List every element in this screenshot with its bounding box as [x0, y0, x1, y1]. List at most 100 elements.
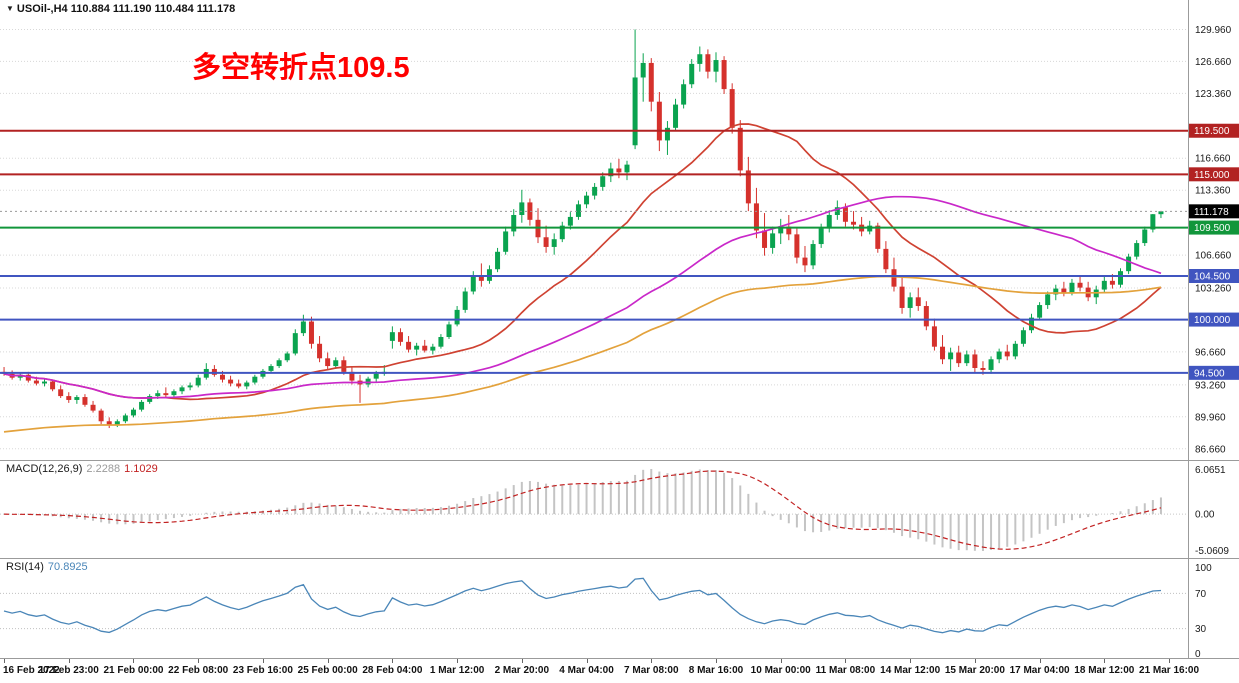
- current-price-badge: [1189, 204, 1239, 219]
- svg-text:123.360: 123.360: [1195, 89, 1232, 100]
- time-label: 10 Mar 00:00: [750, 665, 811, 676]
- candle: [1012, 343, 1018, 357]
- time-label: 23 Feb 16:00: [232, 665, 293, 676]
- macd-chart[interactable]: 6.0651 0.00 -5.0609: [0, 461, 1239, 558]
- candle: [139, 401, 145, 410]
- svg-text:111.178: 111.178: [1194, 207, 1229, 218]
- candle: [802, 257, 808, 266]
- time-tick: [327, 659, 329, 663]
- candle: [915, 297, 921, 307]
- candle: [980, 368, 986, 370]
- time-label: 17 Feb 23:00: [38, 665, 99, 676]
- svg-text:6.0651: 6.0651: [1195, 465, 1226, 476]
- annotation-text: 多空转折点109.5: [192, 52, 410, 84]
- candle: [171, 391, 177, 396]
- candle: [737, 127, 743, 171]
- candle: [794, 234, 800, 258]
- candle: [317, 343, 323, 359]
- candle: [1020, 330, 1026, 344]
- svg-text:103.260: 103.260: [1195, 284, 1232, 295]
- candle: [600, 176, 606, 187]
- svg-text:86.660: 86.660: [1195, 444, 1226, 455]
- candles: [1, 29, 1164, 429]
- time-tick: [521, 659, 523, 663]
- candle: [389, 332, 395, 341]
- candle: [430, 346, 436, 351]
- time-tick: [715, 659, 717, 663]
- candle: [527, 202, 533, 220]
- candle: [1158, 211, 1164, 215]
- svg-text:89.960: 89.960: [1195, 412, 1226, 423]
- candle: [25, 374, 31, 381]
- time-tick: [845, 659, 847, 663]
- svg-text:100: 100: [1195, 563, 1212, 574]
- candle: [996, 351, 1002, 360]
- candle: [1045, 294, 1051, 306]
- svg-text:-5.0609: -5.0609: [1195, 546, 1229, 557]
- macd-label: MACD(12,26,9) 2.2288 1.1029: [6, 463, 162, 475]
- time-tick: [4, 659, 6, 663]
- time-label: 8 Mar 16:00: [688, 665, 744, 676]
- candle: [745, 170, 751, 204]
- candle: [851, 221, 857, 225]
- candle: [972, 354, 978, 368]
- candle: [98, 410, 104, 422]
- candle: [907, 297, 913, 308]
- candle: [1061, 288, 1067, 293]
- candle: [818, 228, 824, 245]
- candle: [616, 168, 622, 173]
- time-tick: [457, 659, 459, 663]
- time-label: 22 Feb 08:00: [168, 665, 229, 676]
- candle: [1134, 243, 1140, 257]
- time-label: 1 Mar 12:00: [429, 665, 485, 676]
- price-label-badge: [1189, 167, 1239, 182]
- candle: [1150, 214, 1156, 230]
- rsi-name: RSI(14): [6, 561, 44, 573]
- time-tick: [910, 659, 912, 663]
- collapse-triangle-icon[interactable]: ▼: [6, 4, 14, 13]
- rsi-chart[interactable]: 100 70 30 0: [0, 559, 1239, 658]
- time-axis[interactable]: 16 Feb 2022 17 Feb 23:00 21 Feb 00:00 22 Fe…: [0, 658, 1239, 683]
- candle: [923, 306, 929, 327]
- svg-text:0.00: 0.00: [1195, 510, 1215, 521]
- svg-text:109.500: 109.500: [1194, 223, 1231, 234]
- chart-title: ▼ USOil-,H4 110.884 111.190 110.484 111.1…: [6, 3, 235, 15]
- candle: [66, 396, 72, 400]
- candle: [308, 321, 314, 344]
- price-chart-pane: 129.960 126.660 123.360 116.660 113.360 106.6…: [0, 0, 1239, 460]
- time-label: 2 Mar 20:00: [494, 665, 550, 676]
- candle: [341, 360, 347, 372]
- candle: [656, 101, 662, 141]
- candle: [1069, 282, 1075, 293]
- candle: [268, 366, 274, 371]
- time-tick: [586, 659, 588, 663]
- candlestick-chart[interactable]: 129.960 126.660 123.360 116.660 113.360 106.6…: [0, 0, 1239, 460]
- candle: [664, 127, 670, 141]
- candle: [883, 248, 889, 270]
- svg-text:126.660: 126.660: [1195, 57, 1232, 68]
- time-tick: [198, 659, 200, 663]
- candle: [422, 345, 428, 351]
- candle: [495, 251, 501, 270]
- macd-pane: 6.0651 0.00 -5.0609 MACD(12,26,9) 2.2288 1.1…: [0, 460, 1239, 558]
- candle: [292, 333, 298, 354]
- time-label: 21 Feb 00:00: [103, 665, 164, 676]
- rsi-pane: 100 70 30 0 RSI(14) 70.8925: [0, 558, 1239, 658]
- candle: [325, 358, 331, 367]
- price-label-badge: [1189, 365, 1239, 380]
- candle: [705, 54, 711, 72]
- candle: [511, 214, 517, 232]
- time-tick: [651, 659, 653, 663]
- candle: [219, 374, 225, 380]
- candle: [729, 89, 735, 128]
- candle: [648, 62, 654, 102]
- time-label: 17 Mar 04:00: [1009, 665, 1070, 676]
- candle: [122, 415, 128, 422]
- candle: [82, 397, 88, 405]
- candle: [1101, 280, 1107, 290]
- candle: [559, 225, 565, 240]
- ma-mid-magenta-line: [3, 195, 1162, 399]
- candle: [624, 164, 630, 173]
- candle: [454, 309, 460, 325]
- candle: [414, 345, 420, 350]
